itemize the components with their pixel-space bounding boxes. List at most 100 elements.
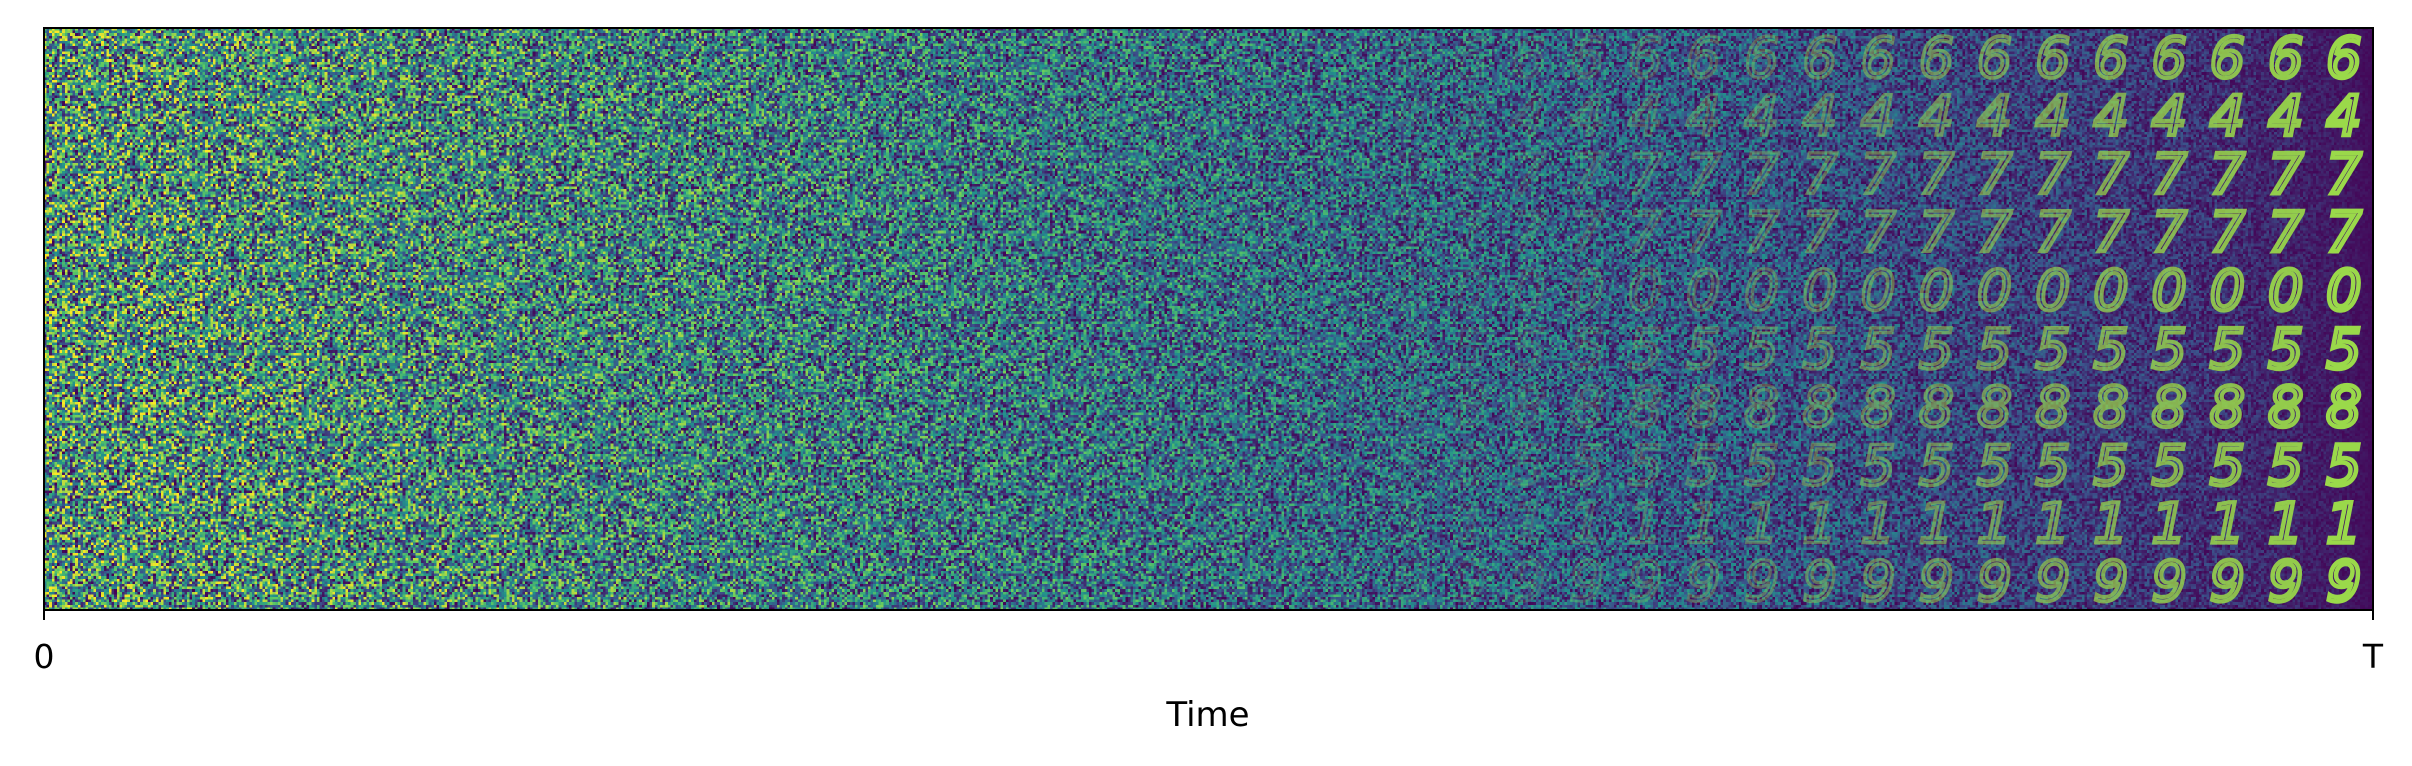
- x-tick-label-end: T: [2362, 637, 2384, 676]
- digit-cell: 0: [1861, 260, 1896, 324]
- digit-cell: 1: [1628, 493, 1663, 557]
- digit-cell: 1: [1511, 493, 1546, 557]
- digit-cell: 9: [1686, 551, 1721, 615]
- digit-cell: 4: [2093, 85, 2128, 149]
- digit-cell: 8: [1569, 376, 1604, 440]
- digit-cell: 5: [1744, 318, 1779, 382]
- digit-cell: 6: [1628, 27, 1663, 91]
- digit-cell: 4: [1802, 85, 1837, 149]
- digit-cell: 7: [1861, 202, 1896, 266]
- digit-cell: 7: [1977, 202, 2012, 266]
- digit-cell: 7: [1744, 143, 1779, 207]
- digit-cell: 0: [2152, 260, 2187, 324]
- digit-cell: 6: [1919, 27, 1954, 91]
- digit-cell: 8: [2268, 376, 2303, 440]
- digit-cell: 4: [1628, 85, 1663, 149]
- digit-cell: 8: [1511, 376, 1546, 440]
- digit-cell: 7: [1569, 143, 1604, 207]
- digit-cell: 5: [2152, 434, 2187, 498]
- digit-cell: 5: [1919, 434, 1954, 498]
- digit-cell: 7: [1511, 202, 1546, 266]
- digit-cell: 5: [2326, 434, 2361, 498]
- digit-cell: 9: [2210, 551, 2245, 615]
- digit-cell: 5: [1511, 434, 1546, 498]
- digit-cell: 1: [1569, 493, 1604, 557]
- digit-cell: 9: [1628, 551, 1663, 615]
- x-axis-label: Time: [1165, 695, 1249, 735]
- digit-cell: 5: [1569, 318, 1604, 382]
- digit-cell: 5: [1977, 318, 2012, 382]
- digit-cell: 5: [1628, 318, 1663, 382]
- digit-cell: 6: [1861, 27, 1896, 91]
- digit-cell: 7: [2035, 202, 2070, 266]
- digit-cell: 8: [1628, 376, 1663, 440]
- digit-cell: 6: [2210, 27, 2245, 91]
- digit-cell: 9: [1861, 551, 1896, 615]
- digit-cell: 9: [1919, 551, 1954, 615]
- digit-cell: 6: [1744, 27, 1779, 91]
- digit-cell: 0: [1569, 260, 1604, 324]
- digit-cell: 7: [1569, 202, 1604, 266]
- digit-cell: 5: [2093, 318, 2128, 382]
- digit-cell: 0: [2326, 260, 2361, 324]
- digit-cell: 9: [2093, 551, 2128, 615]
- digit-cell: 0: [1919, 260, 1954, 324]
- digit-cell: 7: [1744, 202, 1779, 266]
- digit-cell: 9: [2326, 551, 2361, 615]
- digit-cell: 5: [2210, 434, 2245, 498]
- digit-cell: 0: [2268, 260, 2303, 324]
- digit-cell: 8: [1744, 376, 1779, 440]
- digit-cell: 8: [2093, 376, 2128, 440]
- digit-cell: 9: [1744, 551, 1779, 615]
- digit-cell: 5: [1511, 318, 1546, 382]
- digit-cell: 4: [1861, 85, 1896, 149]
- digit-cell: 8: [1686, 376, 1721, 440]
- digit-cell: 0: [2093, 260, 2128, 324]
- digit-cell: 0: [2210, 260, 2245, 324]
- digit-cell: 6: [1511, 27, 1546, 91]
- digit-cell: 1: [2152, 493, 2187, 557]
- digit-cell: 7: [1453, 202, 1488, 266]
- digit-cell: 0: [1511, 260, 1546, 324]
- digit-cell: 7: [1628, 202, 1663, 266]
- digit-cell: 7: [1395, 202, 1430, 266]
- digit-cell: 5: [1861, 434, 1896, 498]
- digit-cell: 7: [2210, 143, 2245, 207]
- digit-cell: 1: [2093, 493, 2128, 557]
- digit-cell: 4: [1511, 85, 1546, 149]
- digit-cell: 0: [1744, 260, 1779, 324]
- digit-cell: 6: [2035, 27, 2070, 91]
- digit-cell: 5: [2268, 434, 2303, 498]
- digit-cell: 8: [1977, 376, 2012, 440]
- digit-cell: 7: [2268, 143, 2303, 207]
- digit-cell: 9: [1569, 551, 1604, 615]
- digit-cell: 5: [1861, 318, 1896, 382]
- digit-cell: 7: [1453, 143, 1488, 207]
- digit-cell: 5: [2035, 434, 2070, 498]
- digit-cell: 7: [2326, 143, 2361, 207]
- digit-cell: 6: [2326, 27, 2361, 91]
- axes-frame: [43, 27, 2374, 611]
- digit-cell: 9: [1977, 551, 2012, 615]
- digit-cell: 7: [2210, 202, 2245, 266]
- digit-cell: 5: [1395, 318, 1430, 382]
- digit-cell: 9: [1395, 551, 1430, 615]
- digit-cell: 7: [2035, 143, 2070, 207]
- digit-cell: 6: [1569, 27, 1604, 91]
- digit-cell: 5: [2152, 318, 2187, 382]
- digit-cell: 5: [1453, 434, 1488, 498]
- digit-cell: 5: [2093, 434, 2128, 498]
- digit-cell: 0: [1453, 260, 1488, 324]
- digit-cell: 7: [1919, 143, 1954, 207]
- digit-cell: 5: [1686, 318, 1721, 382]
- digit-cell: 9: [1511, 551, 1546, 615]
- digit-cell: 6: [1453, 27, 1488, 91]
- digit-cell: 6: [1802, 27, 1837, 91]
- digit-cell: 4: [2210, 85, 2245, 149]
- digit-cell: 8: [2035, 376, 2070, 440]
- heatmap-raster: [44, 28, 2373, 610]
- digit-cell: 9: [1453, 551, 1488, 615]
- digit-cell: 4: [1919, 85, 1954, 149]
- digit-cell: 1: [1744, 493, 1779, 557]
